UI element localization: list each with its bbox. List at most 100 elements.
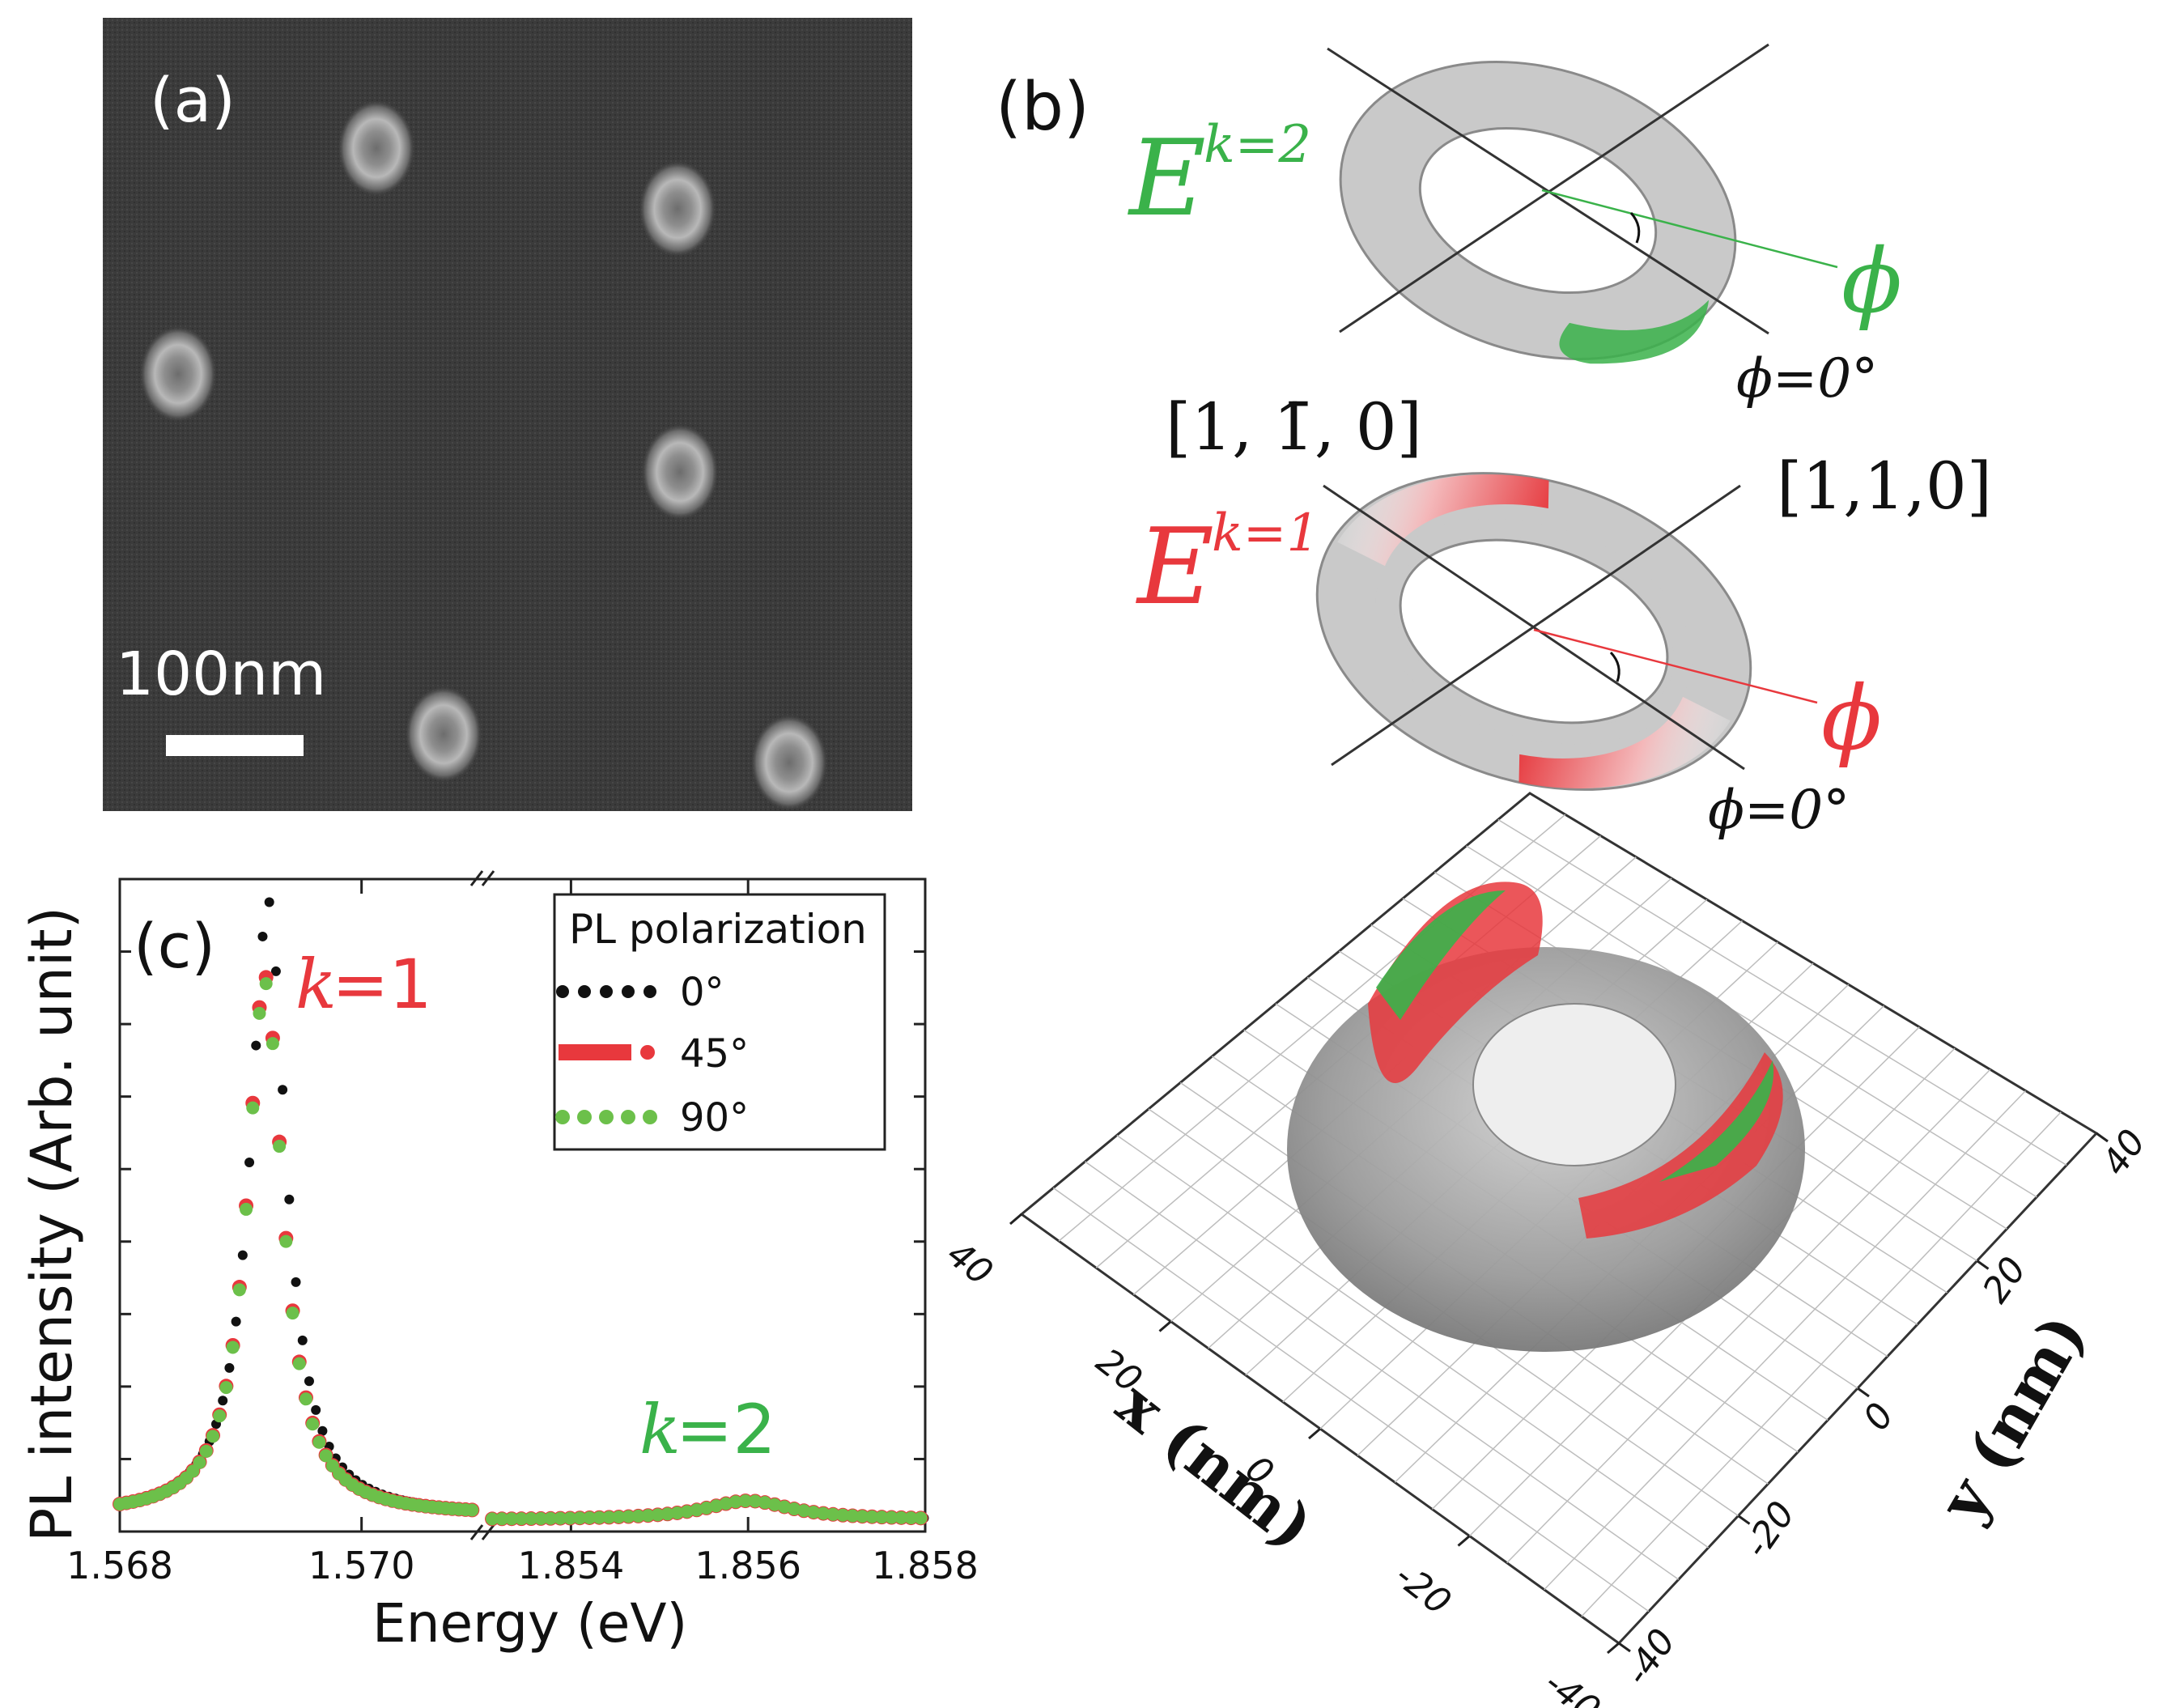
data-point — [709, 1499, 723, 1513]
panel-c-label: (c) — [134, 910, 215, 982]
data-point — [284, 1194, 295, 1205]
scalebar-label: 100nm — [116, 639, 326, 709]
data-point — [554, 1511, 567, 1525]
data-point — [593, 1510, 606, 1524]
data-point — [224, 1362, 235, 1373]
y-tick-3d — [2096, 1132, 2109, 1143]
x-tick-3d — [1009, 1213, 1022, 1226]
grid-line — [1544, 1090, 2027, 1591]
red-lobe-3d-a — [1368, 882, 1543, 1083]
red-lobe-left — [1337, 474, 1549, 567]
e-k2-superscript: k=2 — [1204, 115, 1311, 175]
data-point — [778, 1500, 792, 1514]
data-point — [826, 1507, 840, 1521]
data-point — [259, 977, 273, 991]
y-tick-label-3d: 0 — [1855, 1396, 1902, 1438]
y-tick-3d — [1857, 1387, 1870, 1398]
data-point — [292, 1357, 306, 1370]
phi0-k2: ϕ=0° — [1736, 347, 1878, 410]
data-point — [728, 1495, 742, 1509]
data-point — [865, 1510, 879, 1523]
e-k1-symbol: E — [1136, 505, 1214, 628]
data-point — [291, 1277, 301, 1287]
data-point — [846, 1509, 860, 1523]
x-tick-label: 1.858 — [872, 1544, 979, 1587]
peak1-value: =1 — [332, 945, 432, 1024]
data-point — [602, 1510, 616, 1524]
data-point — [465, 1503, 479, 1517]
data-point — [583, 1510, 597, 1524]
plot-frame — [118, 877, 927, 1533]
axis-break-top — [469, 870, 495, 886]
data-point — [699, 1501, 713, 1515]
data-point — [213, 1409, 227, 1423]
data-point — [836, 1508, 850, 1522]
x-tick-label: 1.856 — [694, 1544, 801, 1587]
x-tick-3d — [1457, 1535, 1471, 1547]
x-tick-label-3d: -20 — [1387, 1555, 1459, 1623]
x-tick-label: 1.568 — [66, 1544, 173, 1587]
data-point — [304, 1376, 314, 1387]
data-point — [807, 1506, 821, 1519]
green-lobe-3d-a — [1376, 890, 1506, 1020]
data-point — [206, 1430, 219, 1443]
data-point — [525, 1512, 538, 1526]
data-point — [738, 1494, 752, 1508]
sem-image-background — [103, 18, 912, 811]
data-point — [758, 1496, 771, 1510]
data-point — [486, 1512, 499, 1526]
x-tick-3d — [1158, 1320, 1172, 1332]
panel-a: (a) 100nm — [103, 18, 912, 811]
phi-k2: ϕ — [1841, 229, 1902, 333]
ring-dot — [750, 714, 828, 811]
phi0-k1: ϕ=0° — [1708, 779, 1850, 841]
ring-dot — [641, 423, 719, 520]
y-tick-label-3d: 20 — [1975, 1250, 2035, 1311]
panel-c: 1.568 1.570 1.854 1.856 1.858 (c) k =1 k =2 … — [19, 870, 979, 1655]
y-tick-3d — [1976, 1260, 1990, 1270]
data-point — [788, 1502, 801, 1516]
x-tick-label: 1.570 — [308, 1544, 415, 1587]
data-point — [319, 1449, 333, 1463]
x-axis-label: Energy (eV) — [372, 1592, 687, 1655]
data-point — [515, 1512, 529, 1526]
panel-b: (b) E k=2 ϕ ϕ=0° [1, 1̄, 0] [1,1,0] — [996, 43, 1992, 841]
data-point — [612, 1510, 626, 1523]
data-point — [253, 1006, 266, 1020]
y-tick-label-3d: 40 — [2094, 1122, 2154, 1183]
ring-k1-schematic — [1315, 472, 1818, 791]
data-point — [505, 1512, 519, 1526]
data-point — [279, 1234, 293, 1248]
data-point — [317, 1425, 328, 1436]
data-point — [690, 1503, 703, 1517]
e-k1-superscript: k=1 — [1212, 503, 1319, 563]
legend-entry-0: 0° — [556, 970, 724, 1015]
data-point — [246, 1101, 260, 1115]
data-point — [660, 1507, 674, 1521]
data-point — [264, 897, 274, 907]
data-point — [856, 1510, 869, 1523]
grid-line — [1466, 845, 2037, 1198]
data-point — [240, 1202, 253, 1216]
legend-label-45: 45° — [680, 1031, 749, 1077]
data-point — [495, 1512, 509, 1526]
direction-110: [1,1,0] — [1777, 448, 1992, 524]
data-point — [894, 1510, 908, 1524]
data-point — [219, 1381, 233, 1395]
data-point — [641, 1509, 655, 1523]
data-point — [631, 1509, 645, 1523]
axis-break-bottom — [469, 1524, 495, 1540]
data-point — [311, 1404, 321, 1415]
data-point — [544, 1511, 558, 1525]
data-point — [797, 1504, 811, 1518]
data-point — [885, 1510, 898, 1524]
legend: PL polarization 0° 45° 90° — [553, 893, 886, 1151]
data-point — [265, 1037, 279, 1051]
legend-label-0: 0° — [680, 970, 724, 1015]
peak2-value: =2 — [676, 1390, 776, 1469]
data-point — [306, 1417, 320, 1431]
data-point — [193, 1455, 206, 1469]
panel-a-label: (a) — [150, 64, 236, 136]
peak1-k: k — [295, 945, 337, 1024]
data-point — [237, 1250, 248, 1260]
